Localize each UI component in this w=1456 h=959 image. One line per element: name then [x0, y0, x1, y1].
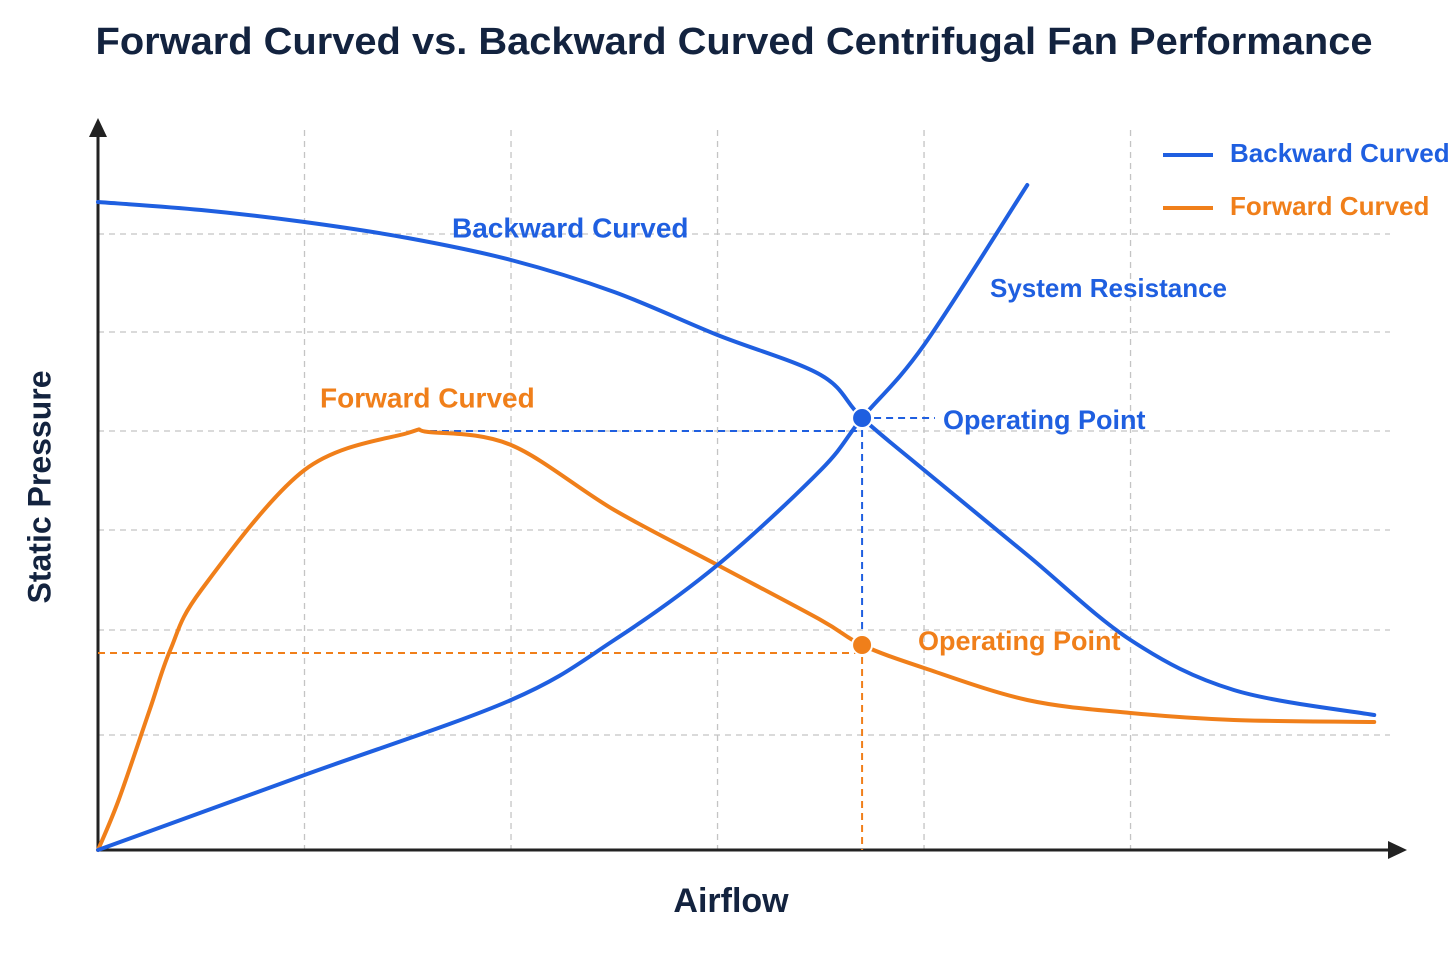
point-label: Operating Point: [943, 405, 1146, 435]
operating-point: [851, 407, 874, 429]
legend-label: Backward Curved: [1230, 138, 1450, 168]
y-axis-arrow: [89, 118, 107, 137]
series-line: [96, 427, 1377, 852]
y-axis-label: Static Pressure: [21, 370, 57, 603]
curve-label: System Resistance: [990, 273, 1227, 303]
curve-label: Forward Curved: [320, 382, 535, 413]
series-line: [96, 200, 1377, 717]
x-axis-label: Airflow: [673, 882, 789, 920]
chart-title: Forward Curved vs. Backward Curved Centr…: [96, 21, 1373, 63]
x-axis-arrow: [1388, 841, 1407, 859]
operating-point: [851, 634, 874, 656]
legend-label: Forward Curved: [1230, 191, 1429, 221]
system-curve: [96, 183, 1030, 852]
curve-label: Backward Curved: [452, 212, 689, 243]
point-label: Operating Point: [918, 626, 1121, 656]
